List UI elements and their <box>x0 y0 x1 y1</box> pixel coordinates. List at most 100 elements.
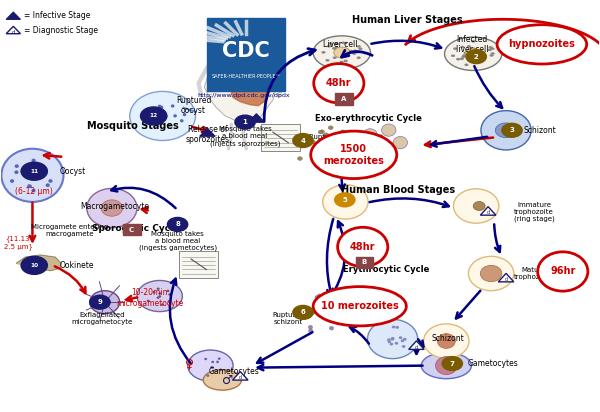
Ellipse shape <box>161 117 165 120</box>
Ellipse shape <box>310 311 314 315</box>
Text: Release of
sporozoites: Release of sporozoites <box>185 125 229 144</box>
Text: d: d <box>505 277 508 282</box>
Circle shape <box>21 162 47 180</box>
Ellipse shape <box>497 25 587 64</box>
Ellipse shape <box>188 350 233 381</box>
Ellipse shape <box>287 139 292 143</box>
Ellipse shape <box>465 48 481 59</box>
Polygon shape <box>6 12 20 19</box>
Ellipse shape <box>1 149 64 202</box>
Ellipse shape <box>391 337 394 340</box>
Text: 96hr: 96hr <box>550 267 575 276</box>
Polygon shape <box>16 255 61 271</box>
Ellipse shape <box>326 139 331 143</box>
Ellipse shape <box>383 141 388 145</box>
Ellipse shape <box>344 60 348 62</box>
Text: Erythrocytic Cycle: Erythrocytic Cycle <box>343 265 430 274</box>
Circle shape <box>293 133 313 147</box>
Ellipse shape <box>387 338 391 341</box>
Ellipse shape <box>392 325 395 328</box>
Ellipse shape <box>137 281 182 311</box>
Ellipse shape <box>32 173 36 176</box>
Ellipse shape <box>305 313 309 316</box>
Text: = Infective Stage: = Infective Stage <box>24 11 91 20</box>
Text: 12: 12 <box>149 113 158 119</box>
Ellipse shape <box>338 49 343 51</box>
Polygon shape <box>233 372 248 380</box>
Polygon shape <box>481 207 496 215</box>
FancyBboxPatch shape <box>122 224 140 236</box>
Ellipse shape <box>376 136 380 140</box>
Ellipse shape <box>464 63 469 66</box>
Ellipse shape <box>337 137 342 141</box>
Text: Schizont: Schizont <box>524 126 557 135</box>
Ellipse shape <box>464 52 468 54</box>
Text: 10 merozoites: 10 merozoites <box>321 301 398 311</box>
Ellipse shape <box>344 320 349 323</box>
Circle shape <box>502 123 522 137</box>
Ellipse shape <box>329 326 334 330</box>
Ellipse shape <box>161 115 165 118</box>
Ellipse shape <box>311 131 397 178</box>
Ellipse shape <box>171 104 175 108</box>
Ellipse shape <box>472 47 475 50</box>
Ellipse shape <box>402 345 406 348</box>
Ellipse shape <box>26 169 31 172</box>
Ellipse shape <box>491 52 495 55</box>
Text: Sporogonic Cycle: Sporogonic Cycle <box>92 224 179 233</box>
Ellipse shape <box>474 54 478 57</box>
Ellipse shape <box>337 289 341 293</box>
Text: Liver cell: Liver cell <box>323 40 358 49</box>
Ellipse shape <box>467 59 472 62</box>
Ellipse shape <box>363 129 377 141</box>
Ellipse shape <box>481 265 502 282</box>
Ellipse shape <box>325 59 329 62</box>
Ellipse shape <box>451 54 455 57</box>
Text: Ookinete: Ookinete <box>60 261 94 270</box>
Text: Ruptured schizont: Ruptured schizont <box>309 134 372 140</box>
Ellipse shape <box>31 173 35 177</box>
Ellipse shape <box>323 185 368 219</box>
Ellipse shape <box>378 135 383 138</box>
Text: Exflagellated
microgametocyte: Exflagellated microgametocyte <box>71 312 133 325</box>
Ellipse shape <box>460 46 464 48</box>
Ellipse shape <box>483 55 487 58</box>
Ellipse shape <box>326 162 331 166</box>
Circle shape <box>442 357 463 370</box>
Ellipse shape <box>27 184 31 188</box>
Circle shape <box>167 218 188 232</box>
Ellipse shape <box>472 40 476 42</box>
Text: ♀: ♀ <box>185 357 194 370</box>
Text: 8: 8 <box>175 221 180 227</box>
Ellipse shape <box>476 53 481 56</box>
Circle shape <box>140 107 167 125</box>
Ellipse shape <box>340 61 344 63</box>
Ellipse shape <box>308 329 313 332</box>
Text: 3: 3 <box>509 127 514 133</box>
Ellipse shape <box>475 61 479 63</box>
Polygon shape <box>232 83 267 106</box>
Ellipse shape <box>130 91 196 140</box>
Ellipse shape <box>462 54 466 57</box>
Ellipse shape <box>375 150 380 153</box>
Ellipse shape <box>313 287 406 326</box>
Ellipse shape <box>490 54 494 57</box>
Text: A: A <box>341 96 346 102</box>
Ellipse shape <box>335 42 339 45</box>
Ellipse shape <box>308 325 313 329</box>
Ellipse shape <box>461 56 466 58</box>
Circle shape <box>235 115 255 129</box>
Text: Ruptured
oocyst: Ruptured oocyst <box>176 96 211 115</box>
Ellipse shape <box>399 336 403 339</box>
Text: C: C <box>129 227 134 233</box>
Ellipse shape <box>339 297 343 300</box>
Ellipse shape <box>167 300 170 302</box>
Ellipse shape <box>349 50 353 52</box>
Ellipse shape <box>157 288 160 290</box>
Ellipse shape <box>336 54 340 56</box>
Ellipse shape <box>324 293 328 297</box>
Text: ♂: ♂ <box>221 373 233 386</box>
Ellipse shape <box>327 45 331 47</box>
Ellipse shape <box>158 295 161 297</box>
Ellipse shape <box>473 52 478 54</box>
